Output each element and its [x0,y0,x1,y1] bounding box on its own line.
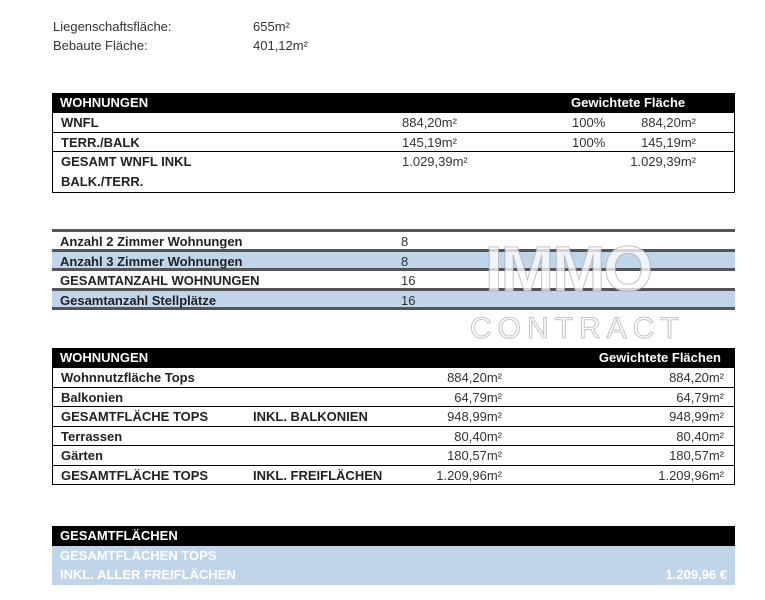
header-label: WOHNUNGEN [60,95,149,110]
row-label: GESAMTANZAHL WOHNUNGEN [60,273,260,288]
table-header: WOHNUNGEN Gewichtete Flächen [52,348,735,368]
row-value: 8 [401,253,409,269]
row-label: GESAMTFLÄCHE TOPS [61,409,209,424]
row-value: 884,20m² [447,370,502,385]
header-label: WOHNUNGEN [60,350,149,365]
total-label: GESAMTFLÄCHEN TOPS [60,548,217,563]
table-row: Gesamtanzahl Stellplätze 16 [52,290,735,310]
table-row: GESAMTFLÄCHE TOPS INKL. BALKONIEN 948,99… [52,407,735,427]
table-header: WOHNUNGEN Gewichtete Fläche [52,93,735,113]
row-label: TERR./BALK [61,134,140,150]
row-weighted: 884,20m² [641,115,696,130]
table-row: Anzahl 2 Zimmer Wohnungen 8 [52,232,735,252]
table-row: Gärten 180,57m² 180,57m² [52,446,735,466]
row-label: Anzahl 2 Zimmer Wohnungen [60,234,243,249]
row-label: GESAMTFLÄCHE TOPS [61,467,209,483]
row-value: 1.029,39m² [402,154,468,169]
row-weighted: 948,99m² [669,409,724,424]
table-wohnungen-summary: WOHNUNGEN Gewichtete Fläche WNFL 884,20m… [52,93,735,193]
table-row: Balkonien 64,79m² 64,79m² [52,387,735,407]
row-label: Gärten [61,448,103,463]
row-weighted: 64,79m² [676,389,724,405]
row-label-mid: INKL. FREIFLÄCHEN [253,467,383,483]
row-label: WNFL [61,115,99,130]
row-value: 180,57m² [447,448,502,463]
row-value: 16 [401,292,416,308]
watermark-text: CONTRACT [470,312,685,346]
row-label: Wohnnutzfläche Tops [61,370,195,385]
row-weighted: 80,40m² [676,428,724,444]
header-right-label: Gewichtete Flächen [598,350,721,365]
row-weighted: 884,20m² [669,370,724,385]
row-value: 8 [401,234,409,249]
row-label-continued: BALK./TERR. [61,174,144,189]
header-label: GESAMTFLÄCHEN [60,528,178,543]
watermark-text: IMMO [484,233,653,305]
row-weighted: 145,19m² [641,134,696,150]
row-weighted: 1.209,96m² [658,467,724,483]
table-row: GESAMT WNFL INKL BALK./TERR. 1.029,39m² … [52,152,735,193]
row-value: 80,40m² [454,428,502,444]
row-value: 948,99m² [447,409,502,424]
row-value: 884,20m² [402,115,457,130]
table-row: Anzahl 3 Zimmer Wohnungen 8 [52,251,735,271]
row-value: 16 [401,273,416,288]
row-label: Gesamtanzahl Stellplätze [60,292,217,308]
table-wohnungen-detail: WOHNUNGEN Gewichtete Flächen Wohnnutzflä… [52,348,735,485]
row-value: 145,19m² [402,134,457,150]
row-label: Anzahl 3 Zimmer Wohnungen [60,253,243,269]
table-row: WNFL 884,20m² 100% 884,20m² [52,113,735,133]
row-pct: 100% [572,134,606,150]
row-value: 1.209,96m² [436,467,502,483]
table-row: TERR./BALK 145,19m² 100% 145,19m² [52,132,735,152]
total-value: 1.209,96 € [665,567,727,582]
total-row: GESAMTFLÄCHEN TOPS INKL. ALLER FREIFLÄCH… [52,546,735,585]
table-row: GESAMTANZAHL WOHNUNGEN 16 [52,271,735,291]
row-weighted: 1.029,39m² [630,154,696,169]
row-label: GESAMT WNFL INKL [61,154,192,169]
row-label: Terrassen [61,428,123,444]
table-row: GESAMTFLÄCHE TOPS INKL. FREIFLÄCHEN 1.20… [52,465,735,485]
table-gesamtflaechen: GESAMTFLÄCHEN GESAMTFLÄCHEN TOPS INKL. A… [52,526,735,585]
site-label: Bebaute Fläche: [53,38,148,53]
site-value: 401,12m² [253,38,308,53]
row-label-mid: INKL. BALKONIEN [253,409,368,424]
row-pct: 100% [572,115,606,130]
table-unit-counts: Anzahl 2 Zimmer Wohnungen 8 Anzahl 3 Zim… [52,229,735,310]
total-label-continued: INKL. ALLER FREIFLÄCHEN [60,567,236,582]
table-row: Terrassen 80,40m² 80,40m² [52,426,735,446]
header-right-label: Gewichtete Fläche [571,95,686,110]
row-weighted: 180,57m² [669,448,724,463]
table-row: Wohnnutzfläche Tops 884,20m² 884,20m² [52,368,735,388]
row-label: Balkonien [61,389,124,405]
row-value: 64,79m² [454,389,502,405]
site-label: Liegenschaftsfläche: [53,19,172,34]
table-header: GESAMTFLÄCHEN [52,526,735,546]
site-value: 655m² [253,19,290,34]
